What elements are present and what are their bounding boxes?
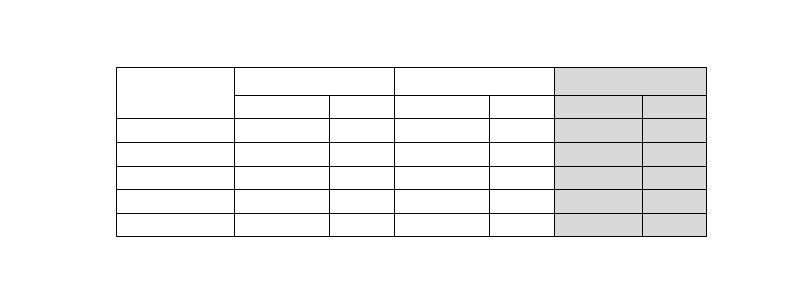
Bar — [642, 213, 706, 236]
Bar — [554, 166, 642, 189]
Bar — [115, 213, 234, 236]
Bar — [234, 213, 329, 236]
Bar — [234, 142, 329, 166]
Bar — [642, 118, 706, 142]
Bar — [394, 95, 489, 120]
Bar — [329, 118, 394, 142]
Bar — [394, 67, 554, 95]
Bar — [554, 95, 642, 120]
Bar — [489, 213, 554, 236]
Bar — [394, 118, 489, 142]
Bar — [642, 142, 706, 166]
Bar — [329, 95, 394, 120]
Bar — [115, 142, 234, 166]
Bar — [642, 95, 706, 120]
Bar — [394, 142, 489, 166]
Bar — [115, 118, 234, 142]
Bar — [554, 142, 642, 166]
Bar — [489, 166, 554, 189]
Bar — [329, 213, 394, 236]
Bar — [329, 189, 394, 213]
Bar — [329, 142, 394, 166]
Bar — [394, 213, 489, 236]
Bar — [554, 118, 642, 142]
Bar — [234, 118, 329, 142]
Bar — [489, 142, 554, 166]
Bar — [489, 95, 554, 120]
Bar — [394, 166, 489, 189]
Bar — [489, 189, 554, 213]
Bar — [554, 213, 642, 236]
Bar — [554, 67, 706, 95]
Bar — [115, 67, 234, 120]
Bar — [554, 189, 642, 213]
Bar — [642, 166, 706, 189]
Bar — [234, 95, 329, 120]
Bar — [234, 189, 329, 213]
Bar — [489, 118, 554, 142]
Bar — [642, 189, 706, 213]
Bar — [329, 166, 394, 189]
Bar — [234, 166, 329, 189]
Bar — [394, 189, 489, 213]
Bar — [115, 166, 234, 189]
Bar — [115, 189, 234, 213]
Bar — [234, 67, 394, 95]
